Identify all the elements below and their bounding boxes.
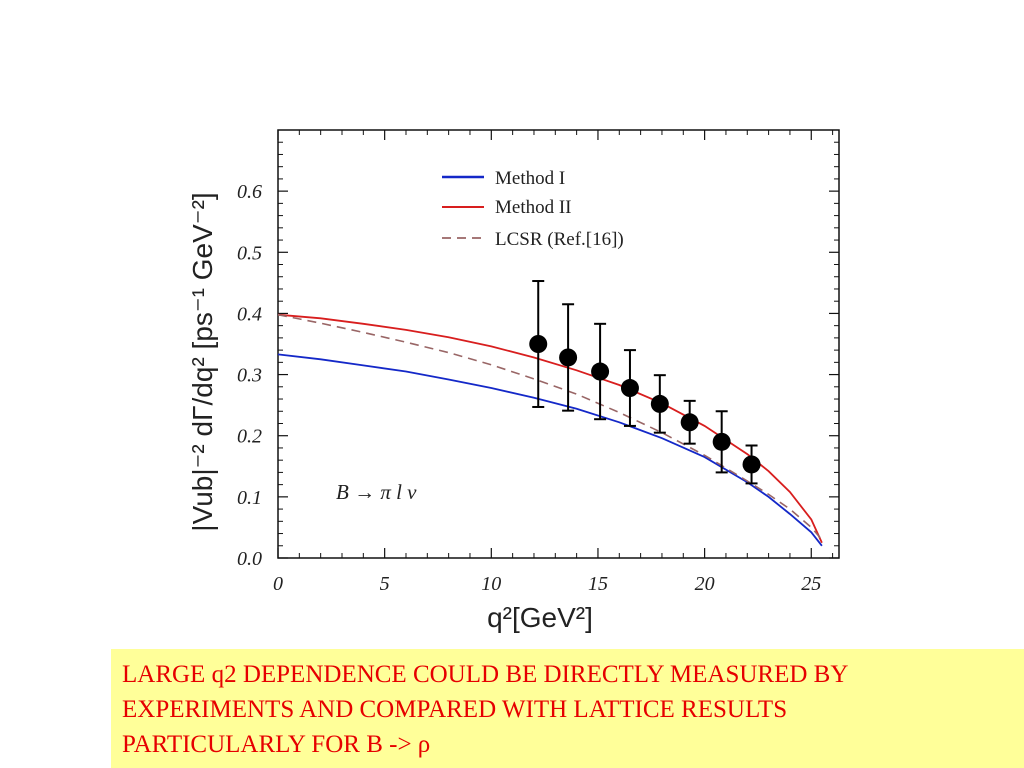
curve-method-1 [277, 353, 823, 547]
y-tick-label: 0.4 [237, 303, 262, 325]
legend-label-method-1: Method I [495, 168, 565, 189]
caption-line-2: EXPERIMENTS AND COMPARED WITH LATTICE RE… [122, 696, 788, 723]
legend-label-lcsr: LCSR (Ref.[16]) [495, 229, 624, 250]
data-point [742, 455, 761, 474]
x-tick-label: 5 [380, 573, 390, 595]
data-point [650, 394, 669, 413]
process-annotation: B → π l ν [336, 480, 417, 504]
data-point [591, 362, 610, 381]
x-tick-label: 25 [801, 573, 821, 595]
curve-lcsr [277, 313, 823, 541]
axis-ticks: 0 5 10 15 20 25 0.0 0.1 0.2 0.3 0.4 0.5 0.6 [237, 130, 839, 595]
data-point [559, 348, 578, 367]
y-tick-label: 0.3 [237, 365, 262, 387]
caption-line-1: LARGE q2 DEPENDENCE COULD BE DIRECTLY ME… [122, 661, 849, 688]
y-tick-label: 0.1 [237, 487, 262, 509]
plot-frame [277, 129, 840, 559]
y-axis-title: |Vub|⁻² dΓ/dq² [ps⁻¹ GeV⁻²] [187, 192, 218, 531]
data-point [680, 413, 699, 432]
y-tick-label: 0.0 [237, 548, 262, 570]
y-tick-label: 0.2 [237, 426, 262, 448]
x-tick-label: 10 [481, 573, 501, 595]
caption-box: LARGE q2 DEPENDENCE COULD BE DIRECTLY ME… [111, 649, 1024, 768]
x-tick-label: 0 [273, 573, 283, 595]
caption-line-3: PARTICULARLY FOR B -> ρ [122, 731, 431, 758]
y-tick-label: 0.6 [237, 181, 262, 203]
x-tick-label: 20 [695, 573, 715, 595]
data-point [529, 335, 548, 353]
legend: Method I Method II LCSR (Ref.[16]) [442, 168, 624, 250]
x-axis-title: q²[GeV²] [487, 602, 593, 633]
legend-label-method-2: Method II [495, 197, 572, 218]
data-points [529, 280, 761, 485]
data-point [712, 432, 731, 451]
x-tick-label: 15 [588, 573, 608, 595]
y-tick-label: 0.5 [237, 242, 262, 264]
chart: 0 5 10 15 20 25 0.0 0.1 0.2 0.3 0.4 0.5 0.6 Method I… [187, 129, 840, 633]
data-point [620, 379, 639, 398]
